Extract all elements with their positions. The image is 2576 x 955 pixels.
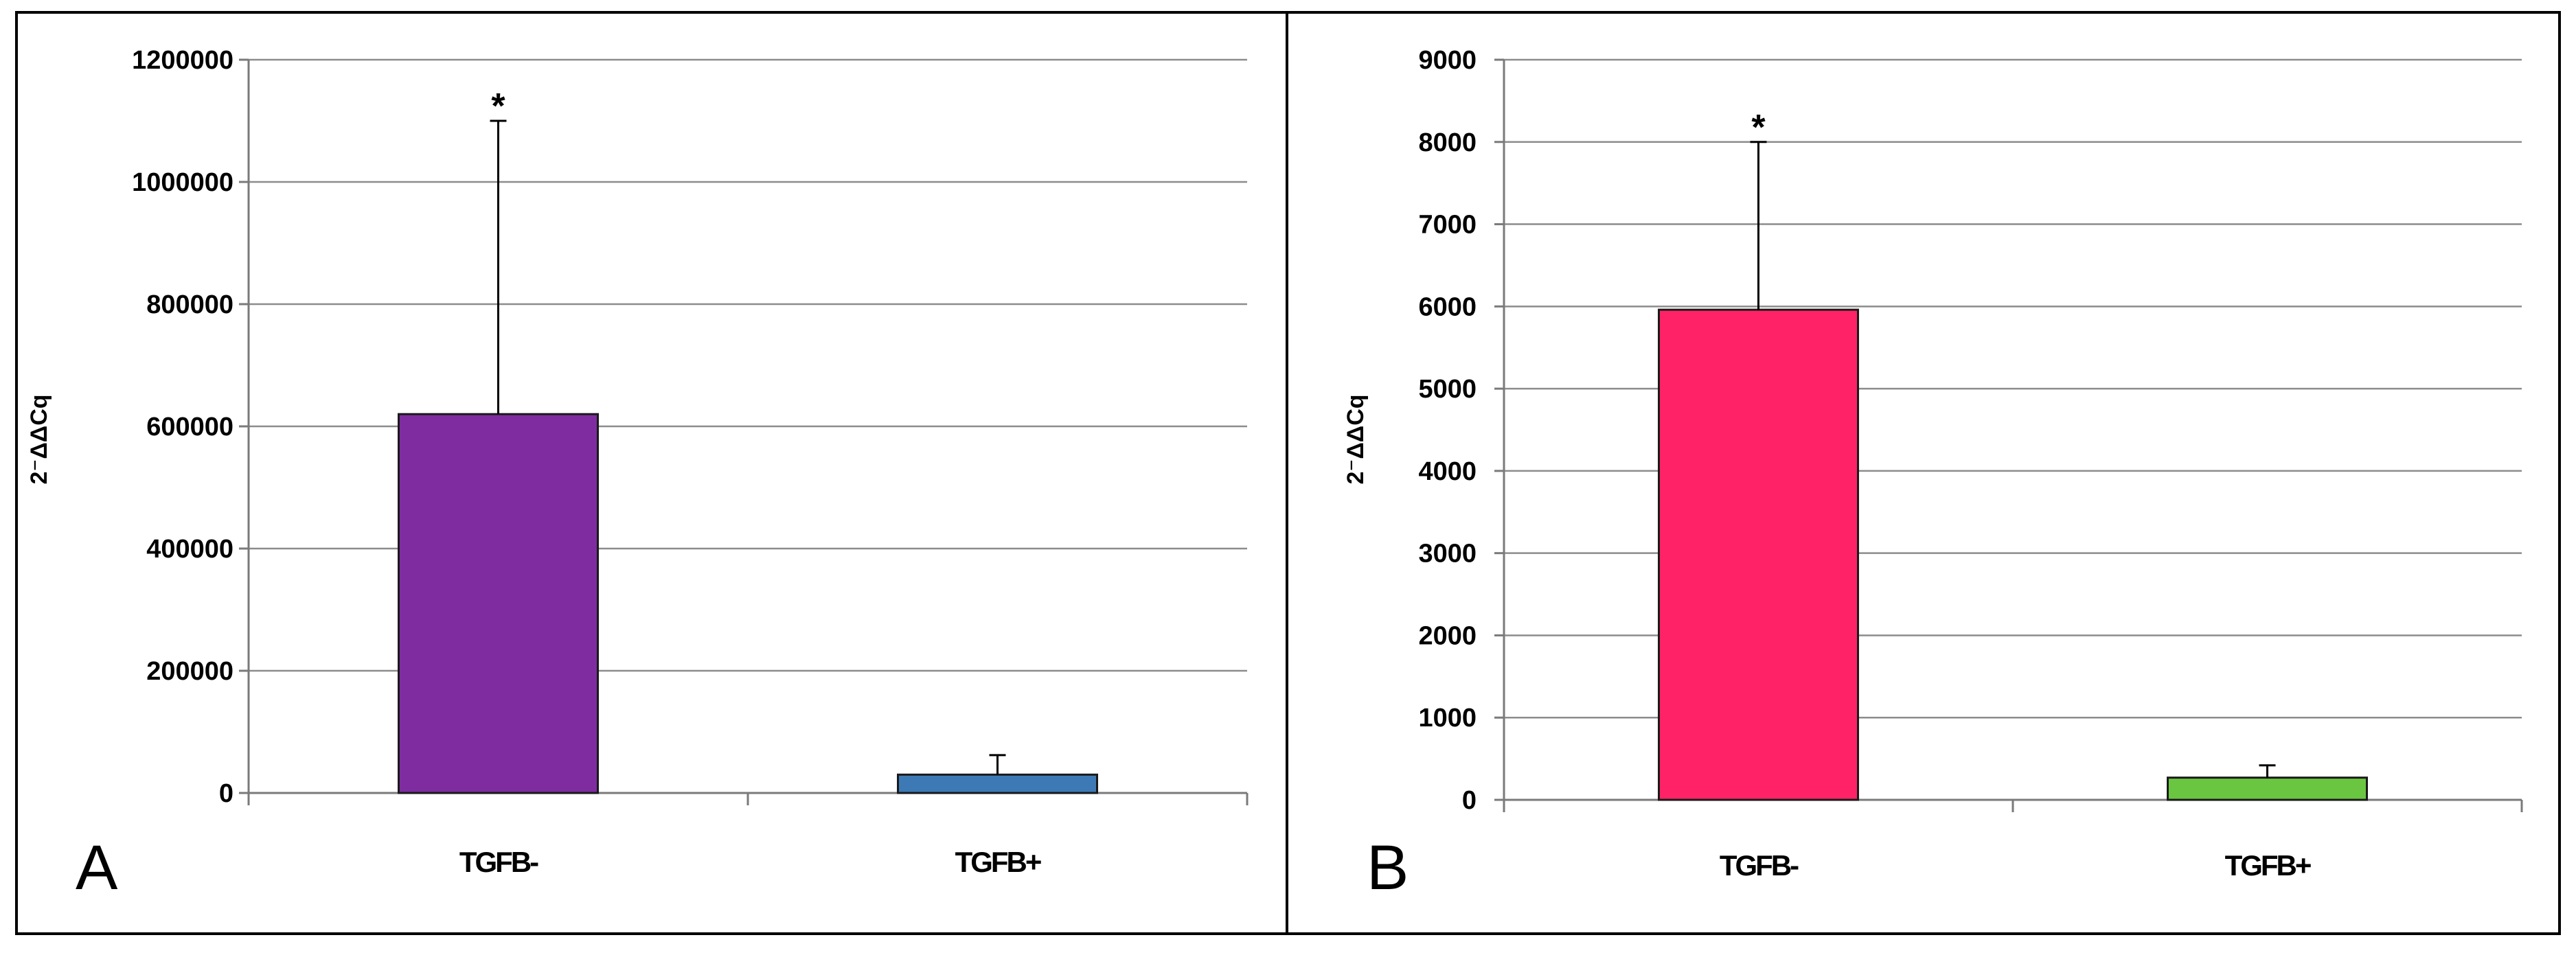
bar-tgfb- (398, 413, 599, 794)
panel-label-a: A (76, 833, 118, 903)
y-tick-label: 6000 (1418, 292, 1477, 321)
y-tick-label: 2000 (1418, 621, 1477, 650)
y-tick-label: 3000 (1418, 540, 1477, 568)
panel-border-b (1286, 11, 2561, 935)
y-tick-label: 0 (1462, 786, 1477, 815)
y-tick-label: 0 (219, 779, 233, 808)
y-tick-label: 5000 (1418, 375, 1477, 404)
y-tick-label: 1200000 (132, 46, 233, 75)
y-tick-label: 600000 (146, 413, 233, 441)
x-tick-label: TGFB- (459, 846, 538, 878)
bar-tgfb- (2167, 776, 2368, 801)
y-tick-label: 4000 (1418, 457, 1477, 486)
chart-panel-a: A 0 200000 400000 600000 800000 1000000 120000… (15, 11, 1288, 935)
y-axis-label: 2⁻ΔΔCq (26, 394, 52, 484)
significance-marker: * (1751, 108, 1766, 148)
x-tick-label: TGFB+ (955, 846, 1041, 878)
x-tick-label: TGFB- (1720, 849, 1799, 882)
y-tick-label: 9000 (1418, 46, 1477, 75)
chart-panel-b: B 0 1000 2000 3000 4000 5000 6000 7000 8000 9000 *… (1286, 11, 2561, 935)
bar-tgfb- (1658, 308, 1859, 801)
panel-label-b: B (1367, 833, 1409, 903)
y-tick-label: 8000 (1418, 128, 1477, 157)
y-tick-label: 7000 (1418, 211, 1477, 240)
significance-marker: * (491, 87, 505, 126)
x-tick-label: TGFB+ (2225, 849, 2311, 882)
bar-tgfb- (897, 773, 1098, 794)
y-tick-label: 800000 (146, 290, 233, 319)
y-tick-label: 1000000 (132, 168, 233, 197)
y-axis-label: 2⁻ΔΔCq (1343, 394, 1369, 484)
y-tick-label: 1000 (1418, 704, 1477, 733)
y-tick-label: 200000 (146, 657, 233, 686)
y-tick-label: 400000 (146, 535, 233, 564)
